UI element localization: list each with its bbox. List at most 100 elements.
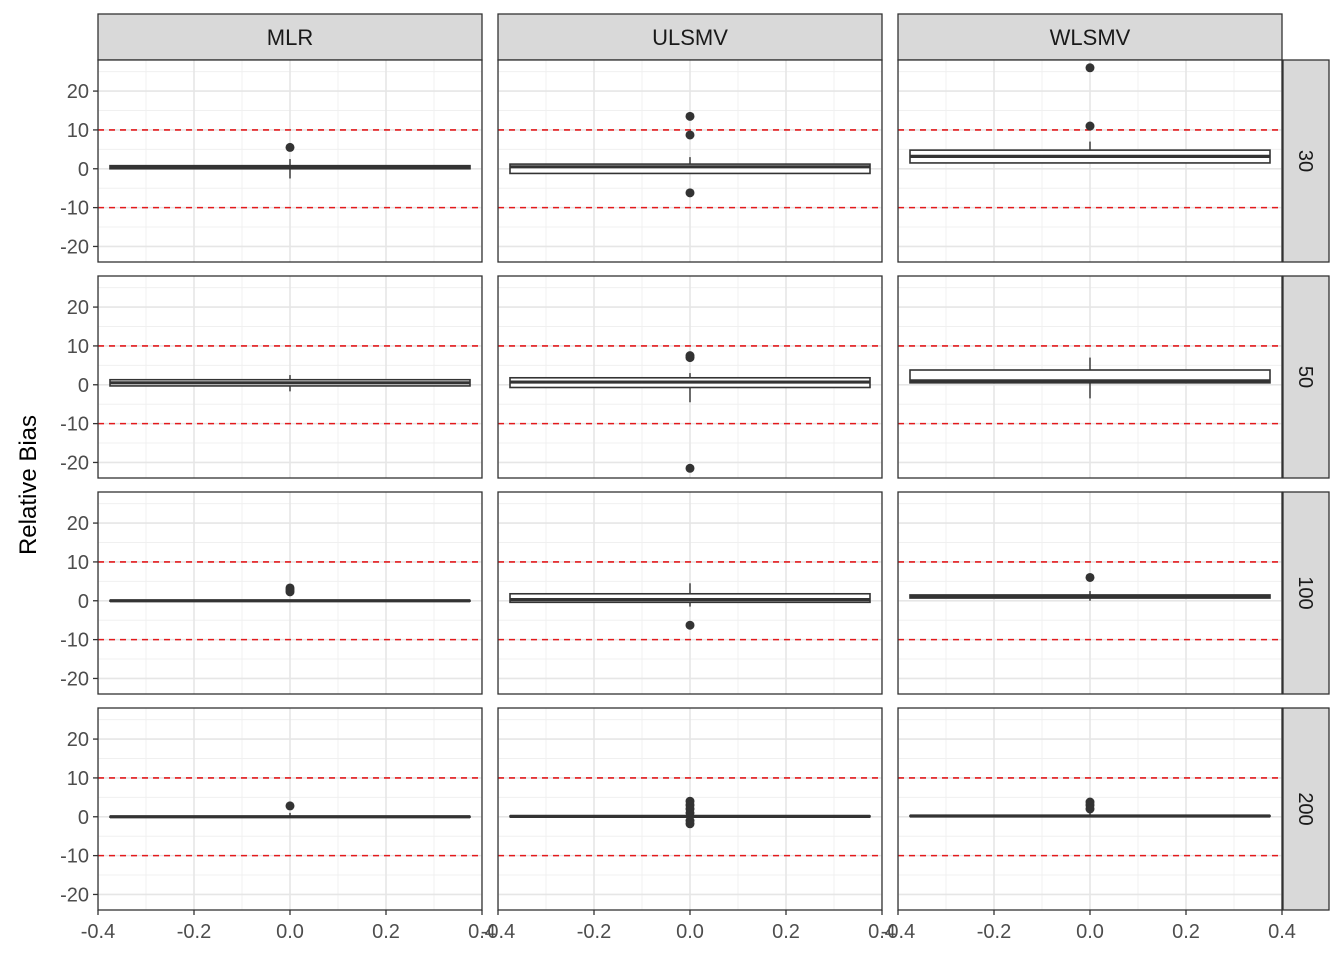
outlier-point: [685, 111, 695, 121]
x-tick-label: -0.4: [481, 921, 515, 943]
y-axis-row-50: -20 -10 0 10 20: [60, 297, 98, 474]
facet-strip-ulsmv: ULSMV: [497, 13, 883, 61]
panel-border: [897, 491, 1283, 695]
facet-strip-label: 200: [1294, 792, 1316, 825]
y-tick-label: 20: [67, 81, 89, 103]
panel-plot-area: [898, 276, 1282, 478]
facet-strip-wlsmv: WLSMV: [897, 13, 1283, 61]
x-tick-label: -0.4: [881, 921, 915, 943]
y-tick-label: 10: [67, 336, 89, 358]
y-tick-label: -20: [60, 236, 89, 258]
y-tick-label: -10: [60, 630, 89, 652]
panel-border: [497, 275, 883, 479]
outlier-point: [285, 801, 295, 811]
outlier-point: [685, 353, 695, 363]
x-tick-label: 0.2: [1172, 921, 1200, 943]
outlier-point: [285, 142, 295, 152]
outlier-point: [685, 620, 695, 630]
facet-strip-label: 100: [1294, 576, 1316, 609]
facet-strip-n-50: 50: [1282, 275, 1330, 479]
outlier-point: [685, 130, 695, 140]
facet-strip-background: [1282, 707, 1330, 911]
y-axis-row-100: -20 -10 0 10 20: [60, 513, 98, 690]
y-tick-label: 10: [67, 768, 89, 790]
facet-strip-label: MLR: [267, 25, 313, 50]
panel-plot-area: [898, 708, 1282, 910]
panel-border: [497, 59, 883, 263]
y-tick-label: 0: [78, 807, 89, 829]
outlier-point: [1085, 121, 1095, 131]
panel-border: [97, 491, 483, 695]
panel-plot-area: [98, 276, 482, 478]
panel-ulsmv-30: [497, 59, 883, 263]
y-tick-label: -20: [60, 884, 89, 906]
y-axis-row-30: -20 -10 0 10 20: [60, 81, 98, 258]
panel-wlsmv-200: [897, 707, 1283, 911]
facet-strip-n-200: 200: [1282, 707, 1330, 911]
panel-plot-area: [498, 276, 882, 478]
panel-border: [97, 275, 483, 479]
facet-strip-label: WLSMV: [1050, 25, 1131, 50]
facet-strip-n-100: 100: [1282, 491, 1330, 695]
y-tick-label: 0: [78, 375, 89, 397]
panel-plot-area: [898, 492, 1282, 694]
panel-border: [897, 59, 1283, 263]
panel-mlr-100: [97, 491, 483, 695]
x-tick-label: 0.0: [1076, 921, 1104, 943]
y-tick-label: 0: [78, 591, 89, 613]
box-iqr: [509, 163, 871, 175]
panel-border: [897, 275, 1283, 479]
y-tick-label: -10: [60, 198, 89, 220]
panel-border: [497, 491, 883, 695]
facet-strip-background: [897, 13, 1283, 61]
x-axis-mlr: -0.4 -0.2 0.0 0.2 0.4: [81, 910, 496, 943]
x-tick-label: 0.4: [468, 921, 496, 943]
x-tick-label: -0.2: [177, 921, 211, 943]
outlier-point: [1085, 63, 1095, 73]
x-tick-label: 0.2: [772, 921, 800, 943]
panel-plot-area: [98, 492, 482, 694]
y-tick-label: 20: [67, 297, 89, 319]
facet-strip-background: [1282, 59, 1330, 263]
y-tick-label: -20: [60, 452, 89, 474]
x-tick-label: -0.2: [577, 921, 611, 943]
y-tick-label: 10: [67, 120, 89, 142]
x-tick-label: -0.2: [977, 921, 1011, 943]
facet-strip-background: [97, 13, 483, 61]
facet-strip-label: 50: [1294, 366, 1316, 388]
panel-plot-area: [98, 60, 482, 262]
y-tick-label: 0: [78, 159, 89, 181]
x-tick-label: 0.4: [868, 921, 896, 943]
x-axis-ulsmv: -0.4 -0.2 0.0 0.2 0.4: [481, 910, 896, 943]
panel-border: [97, 59, 483, 263]
y-axis-label: Relative Bias: [15, 415, 42, 555]
facet-strip-background: [497, 13, 883, 61]
x-tick-label: 0.0: [676, 921, 704, 943]
y-tick-label: -10: [60, 846, 89, 868]
facet-strip-mlr: MLR: [97, 13, 483, 61]
panel-plot-area: [898, 60, 1282, 262]
facet-strip-n-30: 30: [1282, 59, 1330, 263]
facet-strip-background: [1282, 491, 1330, 695]
panel-plot-area: [498, 708, 882, 910]
facet-strip-label: ULSMV: [652, 25, 728, 50]
facet-strip-background: [1282, 275, 1330, 479]
outlier-point: [685, 463, 695, 473]
y-tick-label: 20: [67, 513, 89, 535]
panel-mlr-200: [97, 707, 483, 911]
outlier-point: [685, 188, 695, 198]
panel-mlr-50: [97, 275, 483, 479]
x-tick-label: -0.4: [81, 921, 115, 943]
y-tick-label: 20: [67, 729, 89, 751]
x-tick-label: 0.4: [1268, 921, 1296, 943]
panel-wlsmv-50: [897, 275, 1283, 479]
x-tick-label: 0.0: [276, 921, 304, 943]
panel-wlsmv-100: [897, 491, 1283, 695]
panel-plot-area: [498, 60, 882, 262]
y-tick-label: -20: [60, 668, 89, 690]
outlier-point: [285, 587, 295, 597]
x-tick-label: 0.2: [372, 921, 400, 943]
panel-ulsmv-200: [497, 707, 883, 911]
outlier-point: [685, 808, 695, 818]
